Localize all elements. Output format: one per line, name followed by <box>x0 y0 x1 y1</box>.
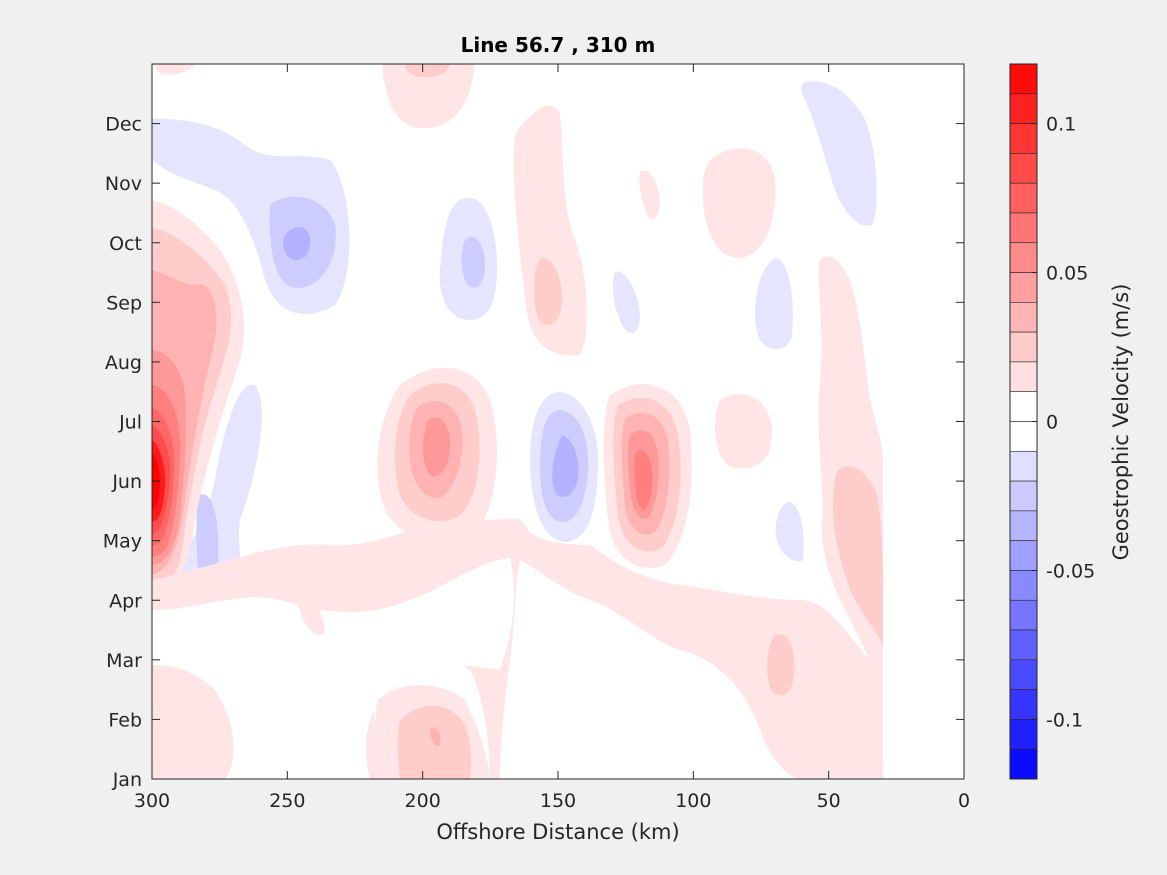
colorbar-tick-label: 0.05 <box>1046 263 1088 285</box>
colorbar-segment <box>1009 391 1038 422</box>
colorbar-segment <box>1009 63 1038 95</box>
contour-pos-band-white-hole <box>152 558 515 779</box>
colorbar-segment <box>1009 689 1038 720</box>
y-axis: Jan Feb Mar Apr May Jun Jul Aug Sep Oct Nov Dec <box>103 114 964 791</box>
colorbar-tick-label: 0 <box>1046 412 1058 434</box>
contour-neg-may-65km <box>775 502 804 562</box>
colorbar-segment <box>1009 242 1038 273</box>
colorbar-segment <box>1009 599 1038 631</box>
contour-pos-right-strip-core <box>832 466 883 645</box>
colorbar-segment <box>1009 719 1038 750</box>
colorbar-segment <box>1009 182 1038 214</box>
colorbar-segment <box>1009 361 1038 393</box>
contour-pos-nov-155km <box>639 170 660 220</box>
colorbar-segment <box>1009 629 1038 661</box>
contour-neg-oct-200km-core <box>461 236 485 288</box>
colorbar-segment <box>1009 93 1038 124</box>
colorbar-segment <box>1009 480 1038 512</box>
colorbar-segment <box>1009 540 1038 571</box>
colorbar-segment <box>1009 748 1038 780</box>
y-tick-label: Dec <box>105 114 142 136</box>
positive-velocity-contours <box>152 64 883 779</box>
y-tick-label: Aug <box>105 352 142 374</box>
colorbar-segment <box>1009 510 1038 541</box>
colorbar-segment <box>1009 212 1038 244</box>
contour-pos-apr-240km <box>298 594 325 635</box>
contour-pos-top-mid <box>382 64 475 129</box>
colorbar-tick-label: -0.1 <box>1046 709 1083 731</box>
chart-title: Line 56.7 , 310 m <box>461 33 656 57</box>
y-tick-label: Jun <box>111 471 142 493</box>
colorbar-segment <box>1009 659 1038 690</box>
contour-pos-jul-75km <box>715 394 772 469</box>
contour-neg-upper-left-peak <box>282 227 311 261</box>
colorbar-segment <box>1009 331 1038 363</box>
contour-neg-sep-65km <box>755 258 793 350</box>
contour-neg-dec-35km <box>801 81 877 226</box>
contour-pos-top-left <box>152 64 195 75</box>
y-tick-label: May <box>103 531 142 553</box>
colorbar-segment <box>1009 570 1038 601</box>
x-tick-label: 100 <box>675 790 711 812</box>
colorbar-axis: 0.1 0.05 0 -0.05 -0.1 <box>1032 114 1095 731</box>
x-tick-label: 150 <box>540 790 576 812</box>
contour-pos-jun-195km-3 <box>423 417 450 477</box>
y-tick-label: Jan <box>112 769 142 791</box>
contour-pos-nov-80km <box>702 148 776 258</box>
x-tick-label: 50 <box>817 790 841 812</box>
contour-pos-top-mid-core <box>405 64 450 78</box>
x-tick-label: 300 <box>134 790 170 812</box>
y-tick-label: Nov <box>105 173 142 195</box>
x-tick-label: 0 <box>958 790 970 812</box>
x-axis-label: Offshore Distance (km) <box>436 820 679 844</box>
colorbar-segment <box>1009 153 1038 184</box>
colorbar <box>1009 63 1038 780</box>
colorbar-tick-label: -0.05 <box>1046 560 1095 582</box>
y-tick-label: Mar <box>106 650 142 672</box>
contour-pos-jan-195km-2 <box>430 727 441 746</box>
colorbar-segment <box>1009 302 1038 333</box>
contour-pos-jun-118km-4 <box>634 450 653 510</box>
y-tick-label: Apr <box>109 590 142 612</box>
colorbar-label: Geostrophic Velocity (m/s) <box>1109 284 1133 561</box>
contour-pos-sep-155km-core <box>534 257 562 325</box>
contour-neg-jun-150km-core <box>552 435 579 497</box>
colorbar-segment <box>1009 450 1038 482</box>
x-tick-label: 250 <box>269 790 305 812</box>
x-tick-label: 200 <box>405 790 441 812</box>
colorbar-segment <box>1009 123 1038 154</box>
y-tick-label: Feb <box>108 709 142 731</box>
contour-pos-sep-155km <box>513 105 587 356</box>
x-axis: 300 250 200 150 100 50 0 <box>134 64 970 812</box>
contour-neg-sep-140km <box>612 271 640 333</box>
colorbar-segment <box>1009 272 1038 303</box>
colorbar-tick-label: 0.1 <box>1046 114 1076 136</box>
contour-pos-band-white-hole-2 <box>500 560 800 779</box>
colorbar-segment <box>1009 421 1038 452</box>
y-tick-label: Sep <box>106 292 142 314</box>
y-tick-label: Jul <box>118 412 142 434</box>
contour-field <box>152 64 883 779</box>
y-tick-label: Oct <box>109 233 142 255</box>
contour-pos-mar-70km-core <box>767 634 795 696</box>
contour-neg-lower-left-core <box>196 494 219 587</box>
